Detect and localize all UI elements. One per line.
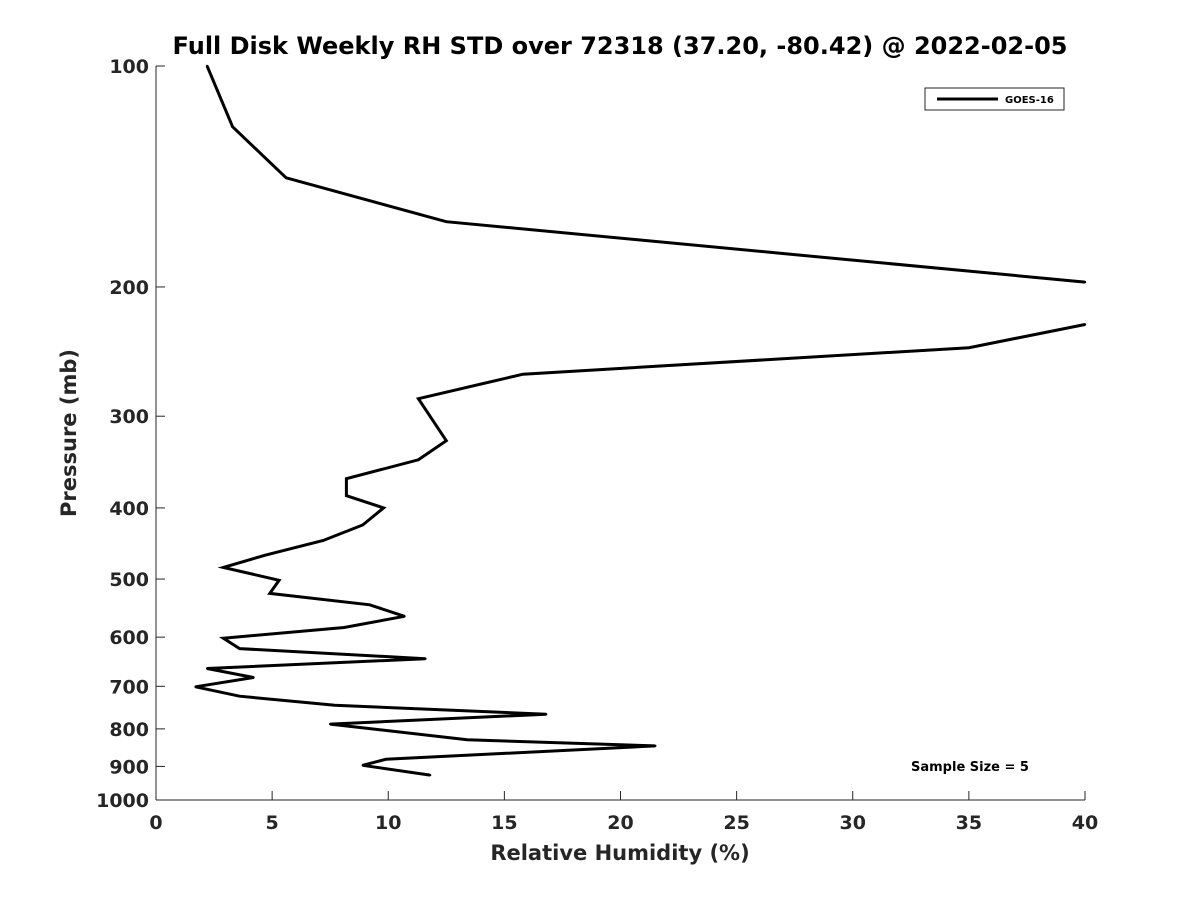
data-point-goes-16 <box>445 220 448 223</box>
y-tick-label: 500 <box>109 569 149 591</box>
data-point-goes-16 <box>329 722 332 726</box>
data-point-goes-16 <box>424 657 427 660</box>
data-point-goes-16 <box>368 603 371 606</box>
sample-size-annotation: Sample Size = 5 <box>911 760 1029 775</box>
x-tick-label: 15 <box>491 812 517 834</box>
data-point-goes-16 <box>384 758 388 761</box>
data-point-goes-16 <box>333 704 336 707</box>
data-point-goes-16 <box>222 566 225 569</box>
data-point-goes-16 <box>417 397 420 400</box>
data-point-goes-16 <box>1083 280 1087 284</box>
y-tick-label: 600 <box>109 627 149 649</box>
data-point-goes-16 <box>238 695 241 698</box>
data-point-goes-16 <box>345 477 348 480</box>
data-point-goes-16 <box>342 626 346 629</box>
y-tick-label: 100 <box>109 56 149 78</box>
legend-entry-goes-16: GOES-16 <box>1005 95 1054 106</box>
data-point-goes-16 <box>361 764 364 767</box>
data-point-goes-16 <box>445 439 448 442</box>
x-tick-label: 5 <box>266 812 279 834</box>
y-tick-label: 900 <box>109 756 149 778</box>
y-axis-label: Pressure (mb) <box>57 349 81 517</box>
data-point-goes-16 <box>252 676 255 679</box>
data-point-goes-16 <box>284 176 288 179</box>
data-point-goes-16 <box>194 685 197 688</box>
data-point-goes-16 <box>521 373 525 376</box>
series-line-goes-16 <box>195 65 1086 777</box>
data-point-goes-16 <box>466 738 469 741</box>
y-tick-label: 800 <box>109 719 149 741</box>
data-point-goes-16 <box>205 64 209 68</box>
legend: GOES-16 <box>924 87 1065 111</box>
data-point-goes-16 <box>382 506 385 510</box>
x-tick-label: 25 <box>723 812 749 834</box>
data-point-goes-16 <box>967 346 971 349</box>
y-tick-label: 200 <box>109 277 149 299</box>
data-point-goes-16 <box>322 539 325 542</box>
x-axis-ticks: 0 5 10 15 20 25 30 35 40 <box>149 791 1098 834</box>
data-point-goes-16 <box>403 615 406 618</box>
chart-title: Full Disk Weekly RH STD over 72318 (37.2… <box>173 32 1068 60</box>
data-point-goes-16 <box>345 494 348 497</box>
x-tick-label: 35 <box>956 812 982 834</box>
data-point-goes-16 <box>231 125 234 128</box>
data-point-goes-16 <box>417 458 420 461</box>
data-point-goes-16 <box>654 744 657 748</box>
data-point-goes-16 <box>238 647 241 650</box>
series-layer <box>194 64 1087 777</box>
data-point-goes-16 <box>545 713 548 716</box>
data-point-goes-16 <box>361 523 364 527</box>
y-tick-label: 300 <box>109 406 149 428</box>
data-point-goes-16 <box>222 637 225 640</box>
data-point-goes-16 <box>264 554 267 557</box>
data-point-goes-16 <box>205 667 209 670</box>
x-tick-label: 40 <box>1072 812 1098 834</box>
plot-area: 0 5 10 15 20 25 30 35 40 100 200 300 400 500 600 700 80… <box>96 56 1098 834</box>
y-tick-label: 1000 <box>96 790 149 812</box>
data-point-goes-16 <box>268 592 271 595</box>
x-tick-label: 30 <box>840 812 866 834</box>
x-tick-label: 10 <box>375 812 401 834</box>
data-point-goes-16 <box>428 773 432 777</box>
x-tick-label: 20 <box>607 812 633 834</box>
y-tick-label: 700 <box>109 676 149 698</box>
data-point-goes-16 <box>277 579 281 582</box>
y-axis-ticks: 100 200 300 400 500 600 700 800 900 1000 <box>96 56 165 812</box>
x-tick-label: 0 <box>149 812 162 834</box>
y-tick-label: 400 <box>109 498 149 520</box>
data-point-goes-16 <box>1083 323 1087 326</box>
x-axis-label: Relative Humidity (%) <box>490 841 749 865</box>
